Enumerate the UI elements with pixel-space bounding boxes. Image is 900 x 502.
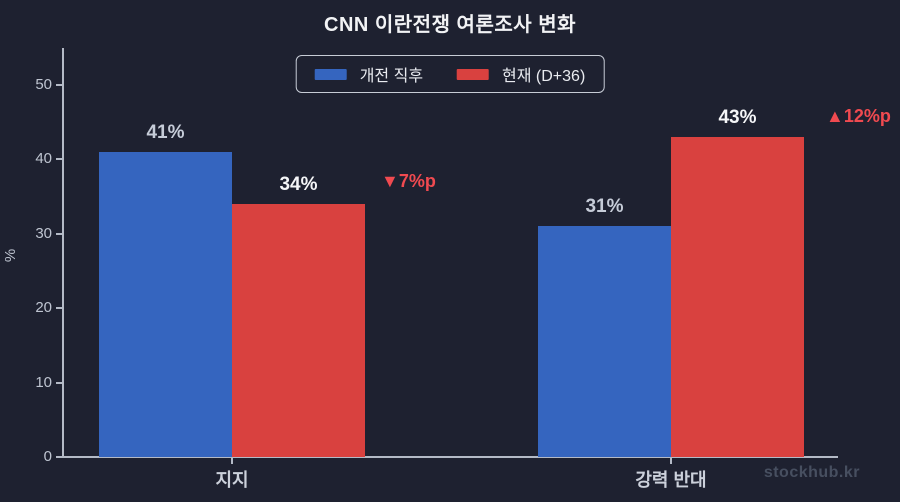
category-label-support: 지지	[215, 470, 249, 490]
bar-개전 직후-지지	[99, 152, 232, 457]
legend-box: 개전 직후 현재 (D+36)	[295, 55, 605, 93]
legend-swatch-blue	[314, 68, 347, 80]
y-tick-label: 10	[35, 373, 52, 391]
y-tick-mark	[56, 232, 62, 235]
bar-현재 (D+36)-강력 반대	[671, 137, 804, 457]
legend-item-current: 현재 (D+36)	[457, 62, 585, 86]
legend-label-before: 개전 직후	[359, 68, 424, 85]
value-label-현재 (D+36)-지지: 34%	[279, 174, 318, 195]
category-label-oppose: 강력 반대	[635, 470, 707, 490]
y-tick-mark	[56, 307, 62, 310]
y-tick-label: 40	[35, 150, 52, 168]
legend-swatch-red	[457, 68, 490, 80]
annotation-change-support: ▼7%p	[381, 171, 436, 191]
bar-개전 직후-강력 반대	[538, 226, 671, 457]
y-tick-mark	[56, 84, 62, 86]
y-tick-mark	[56, 381, 62, 384]
y-tick-label: 50	[35, 76, 52, 93]
x-tick-mark	[670, 458, 672, 464]
bar-현재 (D+36)-지지	[232, 204, 365, 457]
y-axis-line	[62, 48, 64, 457]
x-tick-mark	[231, 458, 233, 464]
y-tick-label: 0	[43, 448, 52, 465]
annotation-change-oppose: ▲12%p	[826, 106, 891, 126]
value-label-개전 직후-강력 반대: 31%	[585, 196, 624, 217]
y-tick-label: 20	[35, 299, 52, 317]
watermark: stockhub.kr	[763, 464, 860, 481]
y-tick-mark	[56, 158, 62, 161]
y-axis-label: %	[2, 248, 20, 263]
value-label-개전 직후-지지: 41%	[146, 122, 185, 143]
chart-title: CNN 이란전쟁 여론조사 변화	[324, 14, 576, 36]
x-axis-line	[62, 456, 838, 458]
legend-label-current: 현재 (D+36)	[502, 68, 586, 85]
y-tick-mark	[56, 456, 62, 458]
y-tick-label: 30	[35, 224, 52, 242]
value-label-현재 (D+36)-강력 반대: 43%	[718, 107, 757, 128]
legend-item-before: 개전 직후	[314, 62, 424, 86]
